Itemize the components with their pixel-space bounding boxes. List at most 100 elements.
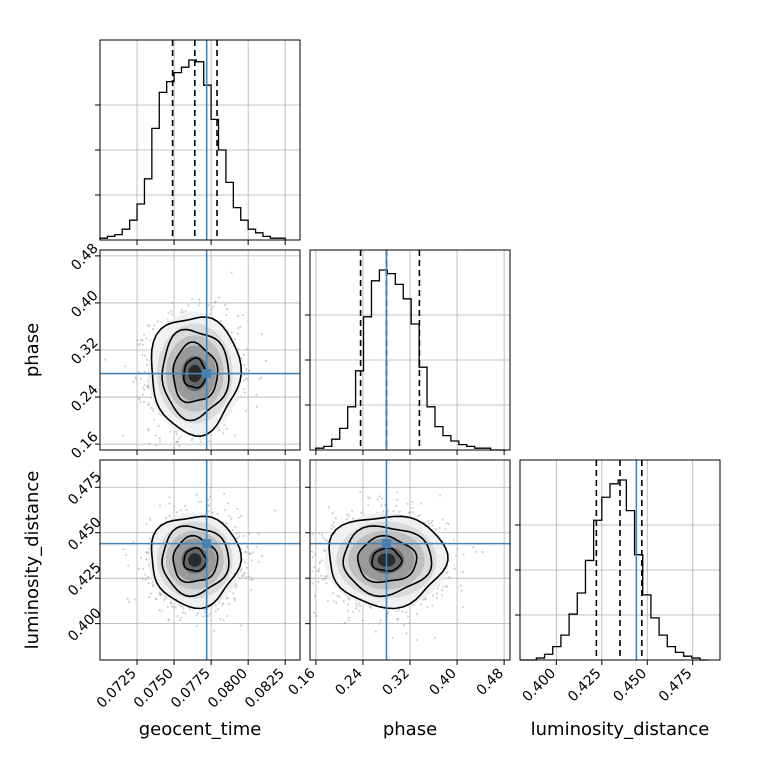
scatter-point — [179, 509, 182, 512]
scatter-point — [230, 331, 233, 334]
scatter-point — [335, 601, 338, 605]
x-tick-label-phase: 0.16 — [285, 665, 318, 698]
scatter-point — [424, 597, 427, 600]
scatter-point — [136, 338, 139, 342]
y-tick-label-luminosity_distance: 0.475 — [65, 469, 105, 509]
scatter-point — [317, 569, 320, 572]
scatter-point — [223, 492, 226, 495]
scatter-point — [239, 515, 243, 518]
scatter-point — [419, 603, 423, 606]
scatter-point — [311, 570, 314, 573]
scatter-point — [420, 502, 423, 505]
scatter-point — [359, 490, 362, 493]
scatter-point — [238, 531, 241, 534]
scatter-point — [148, 325, 151, 328]
scatter-point — [242, 353, 246, 357]
scatter-point — [411, 507, 414, 510]
scatter-point — [214, 604, 218, 607]
scatter-point — [245, 367, 248, 371]
scatter-panel-phase-luminosity_distance: 0.16 0.24 0.32 0.40 0.48 — [285, 459, 511, 699]
scatter-point — [145, 551, 148, 554]
scatter-point — [222, 619, 225, 622]
scatter-point — [209, 612, 212, 615]
scatter-point — [213, 629, 216, 632]
scatter-point — [374, 630, 377, 633]
scatter-point — [224, 303, 227, 307]
x-tick-label-phase: 0.40 — [427, 666, 460, 699]
scatter-point — [147, 427, 150, 431]
scatter-point — [178, 444, 181, 448]
scatter-point — [367, 503, 370, 506]
scatter-point — [424, 598, 427, 601]
scatter-point — [332, 592, 335, 595]
scatter-point — [166, 318, 169, 321]
scatter-point — [311, 555, 315, 559]
scatter-point — [234, 526, 237, 529]
scatter-point — [138, 342, 142, 345]
scatter-point — [355, 607, 358, 610]
scatter-point — [235, 532, 238, 535]
scatter-point — [444, 528, 447, 531]
scatter-point — [242, 379, 246, 382]
scatter-point — [250, 589, 253, 592]
scatter-point — [348, 616, 351, 619]
scatter-point — [307, 537, 309, 539]
scatter-point — [225, 597, 228, 600]
scatter-point — [324, 575, 327, 578]
scatter-point — [325, 581, 328, 584]
scatter-point — [207, 498, 210, 501]
histogram-step-geocent_time — [99, 59, 286, 240]
scatter-point — [168, 514, 171, 518]
scatter-point — [191, 297, 194, 301]
scatter-point — [232, 592, 235, 595]
scatter-point — [134, 376, 137, 379]
scatter-point — [173, 505, 176, 508]
scatter-point — [167, 311, 170, 314]
scatter-point — [243, 364, 246, 367]
panel-frame — [519, 459, 721, 661]
scatter-point — [207, 304, 210, 307]
scatter-point — [141, 353, 144, 357]
scatter-point — [236, 536, 239, 540]
scatter-point — [251, 551, 254, 554]
scatter-point — [149, 339, 152, 342]
scatter-point — [391, 636, 394, 640]
scatter-point — [225, 427, 228, 430]
scatter-point — [378, 495, 381, 498]
scatter-point — [234, 586, 237, 589]
scatter-point — [323, 538, 327, 541]
contour-line — [150, 515, 243, 610]
scatter-point — [358, 609, 361, 612]
scatter-point — [324, 577, 327, 580]
scatter-point — [139, 400, 142, 404]
scatter-point — [244, 551, 248, 554]
scatter-point — [160, 609, 163, 613]
scatter-point — [430, 521, 433, 525]
scatter-point — [244, 409, 247, 413]
scatter-point — [223, 508, 227, 511]
scatter-point — [436, 597, 439, 600]
scatter-point — [159, 593, 162, 596]
scatter-point — [438, 527, 441, 530]
scatter-point — [347, 514, 350, 517]
scatter-point — [250, 559, 253, 562]
scatter-point — [237, 327, 240, 330]
scatter-point — [195, 614, 198, 617]
scatter-point — [239, 325, 242, 329]
scatter-point — [347, 619, 350, 622]
scatter-point — [461, 570, 465, 573]
scatter-point — [307, 587, 309, 589]
scatter-point — [200, 500, 203, 503]
scatter-point — [191, 437, 194, 440]
scatter-point — [213, 301, 216, 304]
scatter-point — [406, 502, 409, 505]
scatter-point — [408, 622, 411, 625]
scatter-point — [321, 559, 324, 562]
scatter-point — [228, 514, 231, 518]
scatter-point — [237, 516, 240, 519]
scatter-point — [255, 393, 258, 397]
scatter-point — [434, 528, 437, 531]
scatter-point — [132, 381, 135, 384]
scatter-point — [401, 610, 404, 613]
scatter-point — [323, 549, 326, 552]
